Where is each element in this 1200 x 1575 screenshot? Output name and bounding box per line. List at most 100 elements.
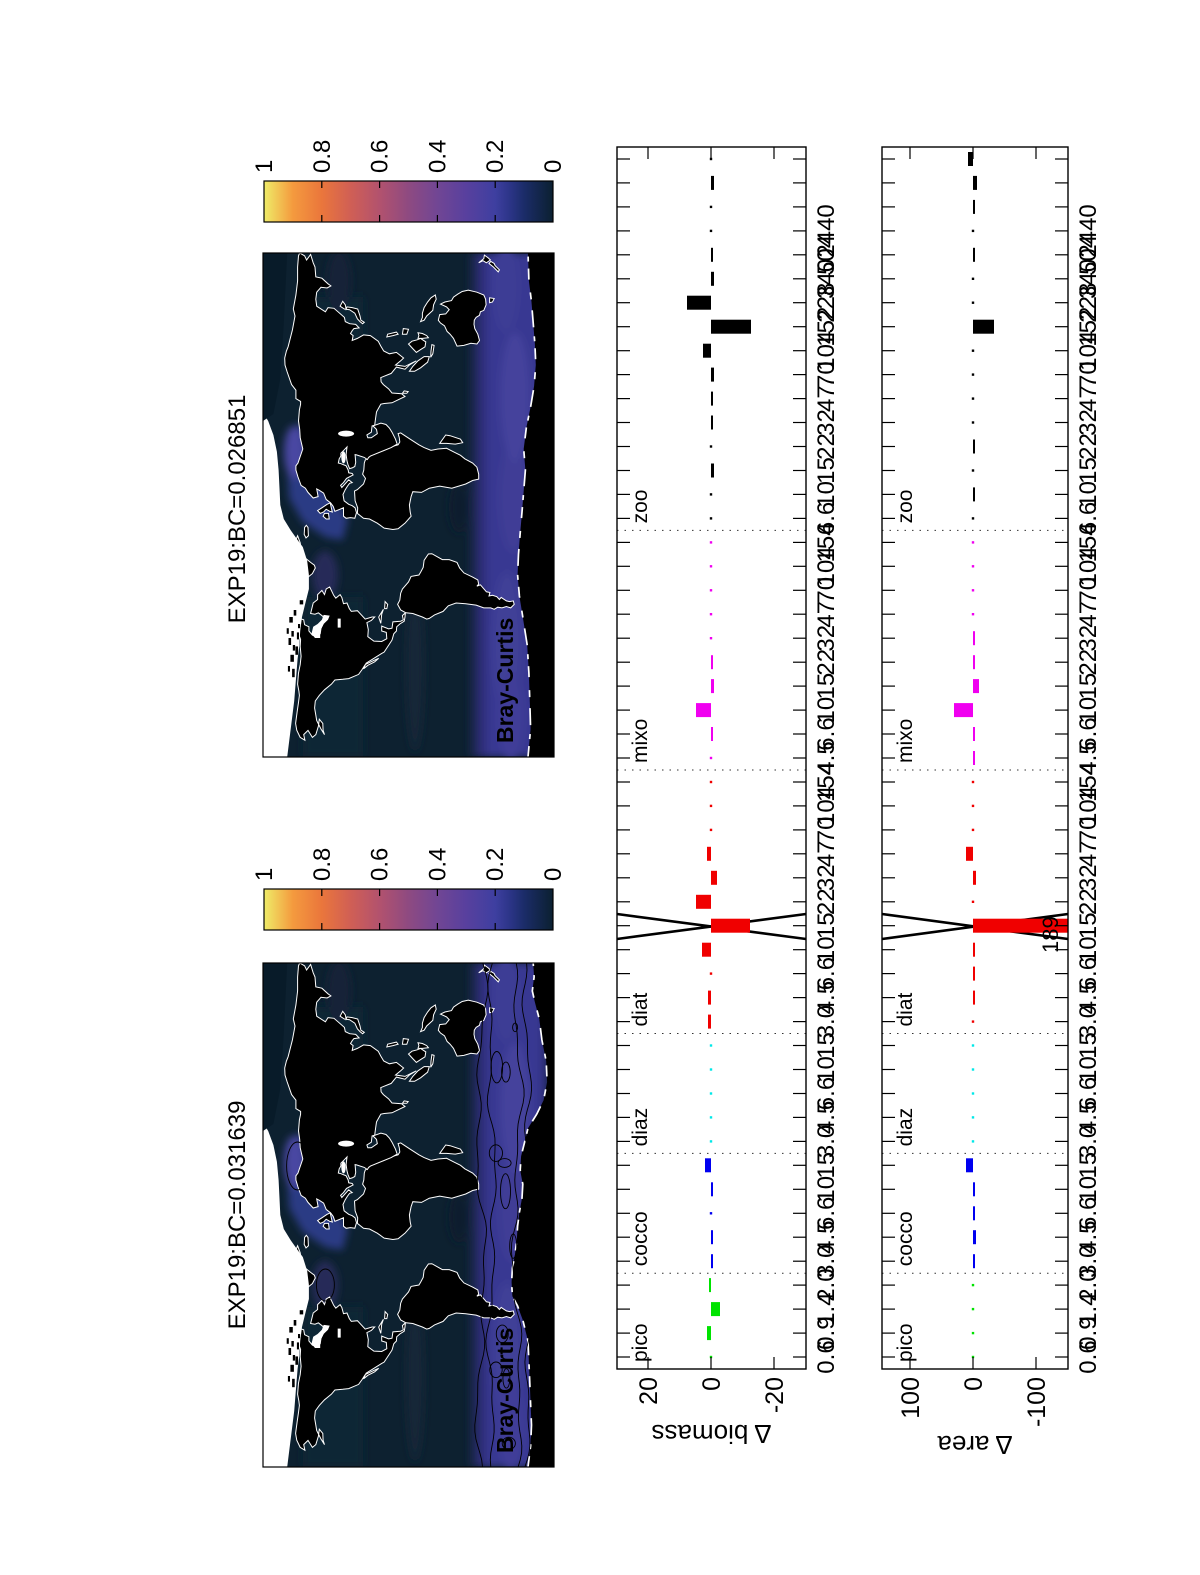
svg-text:3.0: 3.0 — [813, 1245, 840, 1278]
svg-text:47: 47 — [813, 601, 840, 628]
svg-text:15: 15 — [1075, 1152, 1102, 1179]
svg-text:15: 15 — [813, 1032, 840, 1059]
svg-text:22: 22 — [813, 649, 840, 676]
svg-text:0.8: 0.8 — [309, 140, 336, 173]
svg-text:Bray-Curtis: Bray-Curtis — [492, 618, 518, 743]
svg-text:47: 47 — [1075, 840, 1102, 867]
svg-text:10: 10 — [813, 481, 840, 508]
svg-text:6.6: 6.6 — [1075, 1197, 1102, 1230]
svg-text:154: 154 — [813, 762, 840, 802]
svg-text:cocco: cocco — [629, 1211, 652, 1266]
svg-text:diaz: diaz — [629, 1108, 652, 1147]
svg-text:504: 504 — [1075, 235, 1102, 275]
svg-text:22: 22 — [1075, 433, 1102, 460]
svg-text:6.6: 6.6 — [1075, 1077, 1102, 1110]
svg-text:6.6: 6.6 — [1075, 957, 1102, 990]
svg-text:10: 10 — [1075, 697, 1102, 724]
svg-text:15: 15 — [813, 1152, 840, 1179]
svg-text:32: 32 — [813, 864, 840, 891]
svg-text:3.0: 3.0 — [1075, 1245, 1102, 1278]
svg-text:228: 228 — [813, 283, 840, 323]
svg-text:0.2: 0.2 — [482, 140, 509, 173]
svg-text:32: 32 — [1075, 409, 1102, 436]
svg-text:47: 47 — [1075, 385, 1102, 412]
svg-text:22: 22 — [1075, 888, 1102, 915]
svg-text:0.4: 0.4 — [424, 848, 451, 881]
svg-text:4.5: 4.5 — [1075, 1221, 1102, 1254]
svg-text:104: 104 — [1075, 331, 1102, 371]
svg-text:4.5: 4.5 — [1075, 981, 1102, 1014]
svg-text:4.5: 4.5 — [813, 1101, 840, 1134]
svg-text:Δ biomass: Δ biomass — [652, 1419, 772, 1449]
svg-text:10: 10 — [813, 697, 840, 724]
svg-text:15: 15 — [1075, 457, 1102, 484]
svg-text:0: 0 — [540, 868, 567, 881]
svg-text:104: 104 — [813, 331, 840, 371]
svg-text:diat: diat — [894, 992, 917, 1026]
svg-text:104: 104 — [813, 786, 840, 826]
svg-text:15: 15 — [1075, 912, 1102, 939]
svg-text:10: 10 — [813, 1176, 840, 1203]
svg-text:6.6: 6.6 — [1075, 717, 1102, 750]
svg-text:10: 10 — [1075, 936, 1102, 963]
svg-text:2440: 2440 — [1075, 204, 1102, 257]
svg-text:0.6: 0.6 — [1075, 1340, 1102, 1373]
svg-text:10: 10 — [1075, 1176, 1102, 1203]
svg-text:Bray-Curtis: Bray-Curtis — [492, 1328, 518, 1453]
svg-text:4.5: 4.5 — [1075, 1101, 1102, 1134]
svg-text:20: 20 — [635, 1377, 663, 1405]
svg-text:70: 70 — [1075, 361, 1102, 388]
svg-text:154: 154 — [813, 522, 840, 562]
svg-text:340: 340 — [1075, 259, 1102, 299]
svg-text:4.5: 4.5 — [813, 741, 840, 774]
svg-text:4.5: 4.5 — [813, 1221, 840, 1254]
svg-text:6.6: 6.6 — [813, 1077, 840, 1110]
svg-text:EXP19:BC=0.031639: EXP19:BC=0.031639 — [224, 1101, 251, 1330]
svg-text:6.6: 6.6 — [813, 1197, 840, 1230]
svg-text:22: 22 — [1075, 649, 1102, 676]
svg-text:0.6: 0.6 — [367, 140, 394, 173]
svg-text:70: 70 — [813, 361, 840, 388]
svg-text:-20: -20 — [761, 1377, 789, 1413]
svg-text:4.5: 4.5 — [813, 981, 840, 1014]
svg-text:32: 32 — [813, 625, 840, 652]
svg-text:15: 15 — [1075, 1032, 1102, 1059]
svg-text:0.4: 0.4 — [424, 140, 451, 173]
svg-text:3.0: 3.0 — [1075, 1125, 1102, 1158]
svg-text:zoo: zoo — [629, 490, 652, 524]
svg-text:0.8: 0.8 — [309, 848, 336, 881]
svg-text:1.4: 1.4 — [1075, 1292, 1102, 1325]
svg-text:pico: pico — [629, 1323, 652, 1362]
svg-text:15: 15 — [813, 457, 840, 484]
svg-text:32: 32 — [1075, 864, 1102, 891]
svg-text:10: 10 — [1075, 481, 1102, 508]
svg-text:zoo: zoo — [894, 490, 917, 524]
svg-text:10: 10 — [813, 1056, 840, 1083]
svg-text:mixo: mixo — [629, 719, 652, 763]
svg-text:mixo: mixo — [894, 719, 917, 763]
svg-text:0.2: 0.2 — [482, 848, 509, 881]
svg-text:10: 10 — [1075, 1056, 1102, 1083]
svg-text:3.0: 3.0 — [813, 1005, 840, 1038]
svg-text:1.4: 1.4 — [813, 1292, 840, 1325]
svg-text:152: 152 — [813, 307, 840, 347]
svg-text:diaz: diaz — [894, 1108, 917, 1147]
svg-text:diat: diat — [629, 992, 652, 1026]
svg-text:70: 70 — [1075, 817, 1102, 844]
svg-text:70: 70 — [813, 577, 840, 604]
svg-text:104: 104 — [1075, 546, 1102, 586]
svg-text:504: 504 — [813, 235, 840, 275]
svg-text:340: 340 — [813, 259, 840, 299]
svg-text:104: 104 — [813, 546, 840, 586]
svg-text:6.6: 6.6 — [813, 502, 840, 535]
svg-text:0: 0 — [698, 1377, 726, 1391]
svg-text:6.6: 6.6 — [1075, 502, 1102, 535]
svg-text:228: 228 — [1075, 283, 1102, 323]
svg-text:47: 47 — [813, 840, 840, 867]
svg-text:cocco: cocco — [894, 1211, 917, 1266]
svg-text:154: 154 — [1075, 762, 1102, 802]
svg-text:0: 0 — [540, 160, 567, 173]
svg-text:2.0: 2.0 — [1075, 1268, 1102, 1301]
svg-text:0.6: 0.6 — [367, 848, 394, 881]
svg-text:15: 15 — [1075, 673, 1102, 700]
